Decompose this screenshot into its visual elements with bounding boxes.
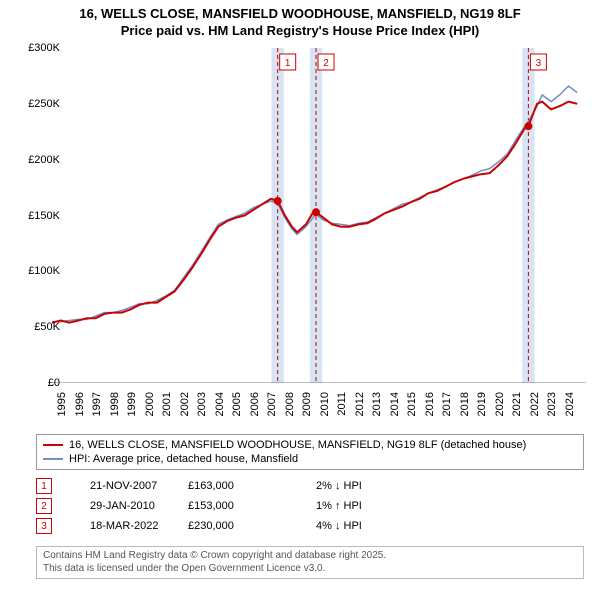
- sales-row: 2 29-JAN-2010 £153,000 1% ↑ HPI: [36, 496, 584, 516]
- x-tick-label: 2020: [494, 392, 506, 416]
- legend-item: 16, WELLS CLOSE, MANSFIELD WOODHOUSE, MA…: [43, 438, 577, 452]
- x-tick-label: 2016: [424, 392, 436, 416]
- x-tick-label: 2007: [266, 392, 278, 416]
- sales-date: 29-JAN-2010: [60, 500, 180, 512]
- sales-date: 21-NOV-2007: [60, 480, 180, 492]
- sales-delta: 1% ↑ HPI: [316, 500, 436, 512]
- x-tick-label: 2000: [144, 392, 156, 416]
- sales-marker: 2: [36, 498, 52, 514]
- x-tick-label: 2018: [459, 392, 471, 416]
- y-tick-label: £100K: [28, 265, 60, 277]
- legend-swatch: [43, 458, 63, 460]
- chart-title-line2: Price paid vs. HM Land Registry's House …: [0, 23, 600, 44]
- x-tick-label: 2003: [196, 392, 208, 416]
- x-tick-label: 1996: [74, 392, 86, 416]
- x-tick-label: 2001: [161, 392, 173, 416]
- sales-price: £153,000: [188, 500, 308, 512]
- x-axis-labels: 1995 1996 1997 1998 1999 2000 2001 2002 2003 2004…: [52, 388, 586, 438]
- x-tick-label: 2012: [354, 392, 366, 416]
- sales-date: 18-MAR-2022: [60, 520, 180, 532]
- x-tick-label: 2022: [529, 392, 541, 416]
- sales-delta: 2% ↓ HPI: [316, 480, 436, 492]
- y-tick-label: £50K: [34, 321, 60, 333]
- x-tick-label: 2004: [214, 392, 226, 416]
- y-tick-label: £250K: [28, 98, 60, 110]
- chart-area: 1 2 3: [52, 48, 586, 383]
- x-tick-label: 2017: [441, 392, 453, 416]
- sales-delta: 4% ↓ HPI: [316, 520, 436, 532]
- sales-table: 1 21-NOV-2007 £163,000 2% ↓ HPI 2 29-JAN-2010…: [36, 476, 584, 536]
- legend-label: 16, WELLS CLOSE, MANSFIELD WOODHOUSE, MA…: [69, 439, 526, 451]
- x-tick-label: 2008: [284, 392, 296, 416]
- x-tick-label: 1995: [56, 392, 68, 416]
- x-tick-label: 2023: [546, 392, 558, 416]
- x-tick-label: 2009: [301, 392, 313, 416]
- x-tick-label: 2013: [371, 392, 383, 416]
- x-tick-label: 2005: [231, 392, 243, 416]
- svg-text:3: 3: [536, 58, 542, 69]
- sales-price: £163,000: [188, 480, 308, 492]
- x-tick-label: 2019: [476, 392, 488, 416]
- x-tick-label: 2015: [406, 392, 418, 416]
- footer-line1: Contains HM Land Registry data © Crown c…: [43, 550, 577, 563]
- x-tick-label: 1998: [109, 392, 121, 416]
- x-tick-label: 1999: [126, 392, 138, 416]
- svg-text:1: 1: [285, 58, 291, 69]
- sales-row: 1 21-NOV-2007 £163,000 2% ↓ HPI: [36, 476, 584, 496]
- x-tick-label: 2002: [179, 392, 191, 416]
- x-tick-label: 2011: [336, 392, 348, 416]
- sales-marker: 1: [36, 478, 52, 494]
- x-tick-label: 2006: [249, 392, 261, 416]
- chart-svg: 1 2 3: [52, 48, 586, 383]
- footer-attribution: Contains HM Land Registry data © Crown c…: [36, 546, 584, 579]
- svg-text:2: 2: [323, 58, 329, 69]
- legend: 16, WELLS CLOSE, MANSFIELD WOODHOUSE, MA…: [36, 434, 584, 470]
- y-tick-label: £200K: [28, 154, 60, 166]
- x-tick-label: 2021: [511, 392, 523, 416]
- y-tick-label: £300K: [28, 42, 60, 54]
- x-tick-label: 1997: [91, 392, 103, 416]
- footer-line2: This data is licensed under the Open Gov…: [43, 563, 577, 576]
- sales-marker: 3: [36, 518, 52, 534]
- legend-label: HPI: Average price, detached house, Mans…: [69, 453, 298, 465]
- x-tick-label: 2010: [319, 392, 331, 416]
- sales-price: £230,000: [188, 520, 308, 532]
- x-tick-label: 2014: [389, 392, 401, 416]
- chart-title-line1: 16, WELLS CLOSE, MANSFIELD WOODHOUSE, MA…: [0, 0, 600, 23]
- legend-item: HPI: Average price, detached house, Mans…: [43, 452, 577, 466]
- y-tick-label: £150K: [28, 210, 60, 222]
- sales-row: 3 18-MAR-2022 £230,000 4% ↓ HPI: [36, 516, 584, 536]
- legend-swatch: [43, 444, 63, 446]
- x-tick-label: 2024: [564, 392, 576, 416]
